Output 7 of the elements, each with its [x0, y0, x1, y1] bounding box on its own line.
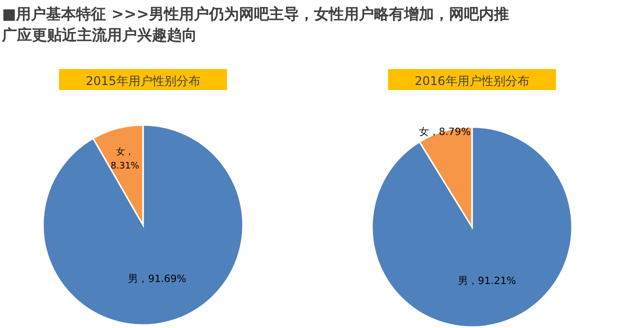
slice-label: 女， 8.31% [110, 146, 140, 172]
text: ■用户基本特征 >>>男性用户仍为网吧主导，女性用户略有增加，网吧内推广应更贴近主流用户兴趣趋向 [0, 4, 510, 46]
slice-label: 男，91.21% [458, 276, 516, 287]
slice-label: 女，8.79% [418, 126, 471, 138]
slice-label: 男，91.69% [128, 274, 186, 286]
chart-title: 2015年用户性别分布 [86, 74, 200, 88]
chart-title: 2016年用户性别分布 [414, 74, 530, 88]
